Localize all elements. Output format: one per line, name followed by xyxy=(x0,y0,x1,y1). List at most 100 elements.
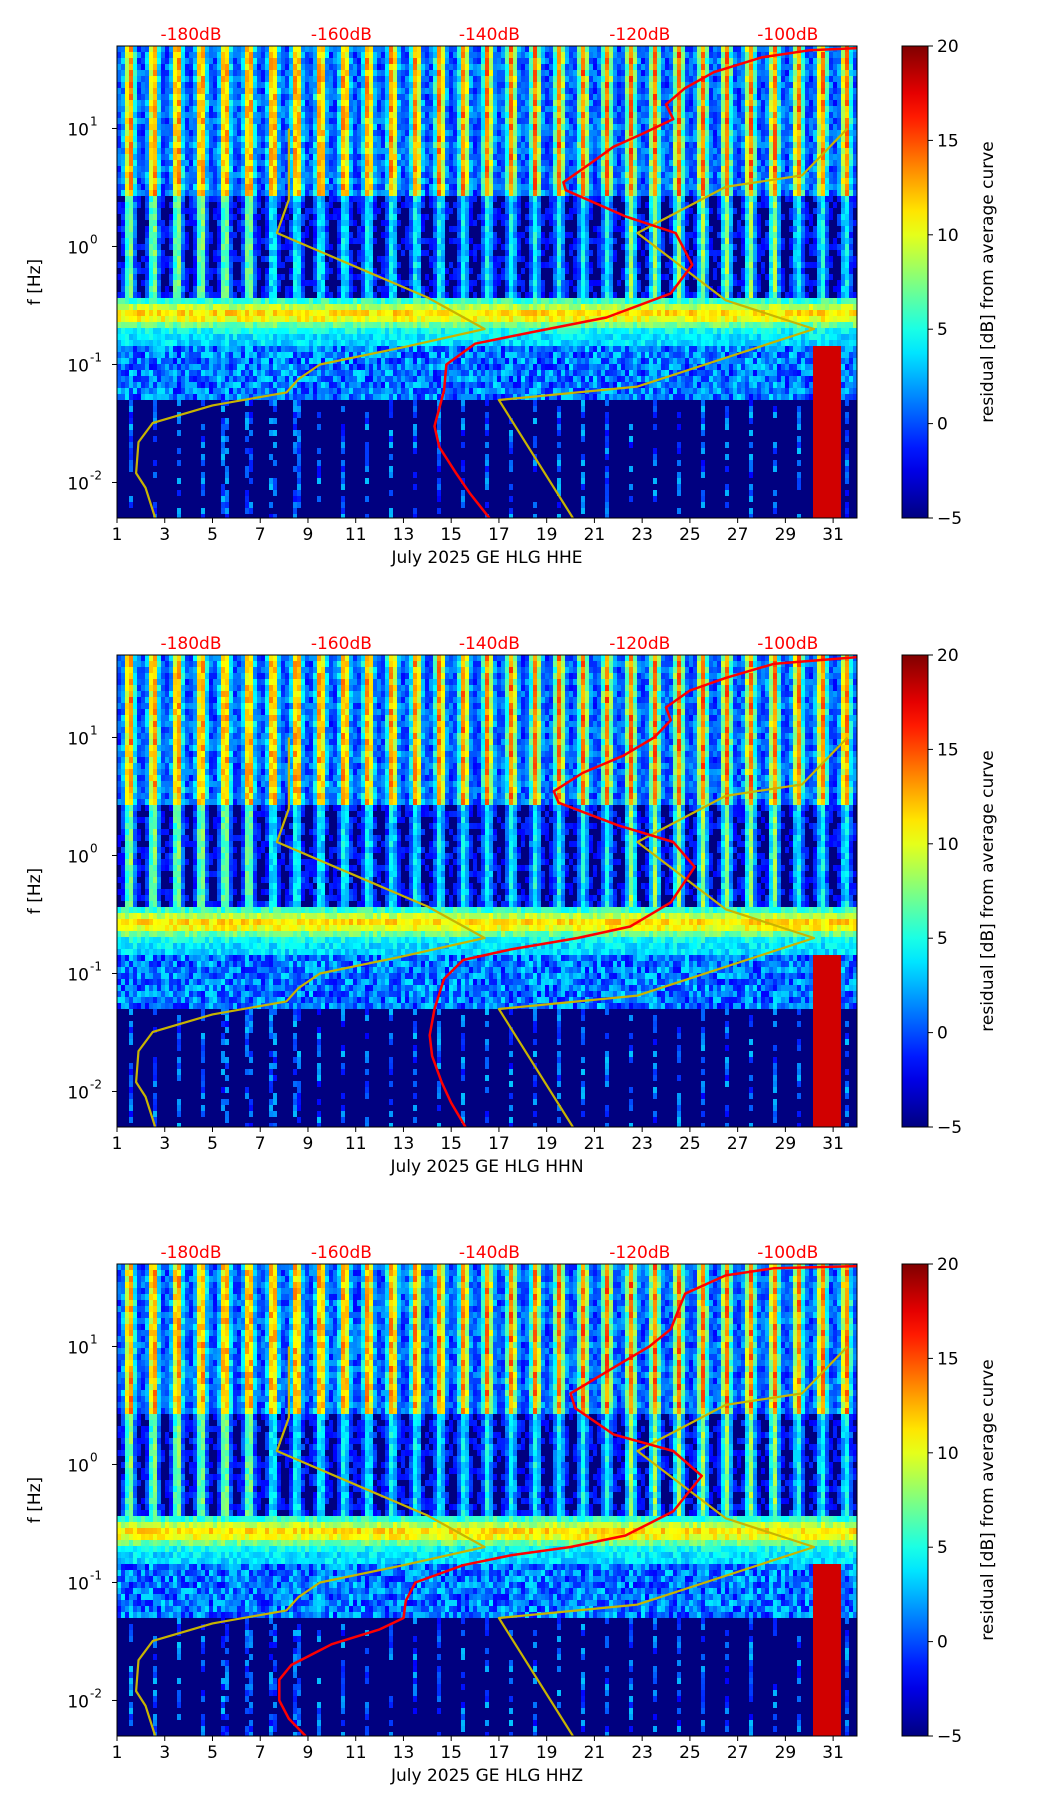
noise-model-line xyxy=(135,737,486,1127)
db-label: -140dB xyxy=(459,1243,520,1263)
colorbar-tick-label: 0 xyxy=(937,1633,948,1653)
x-tick-label: 21 xyxy=(584,525,606,545)
x-tick-label: 15 xyxy=(440,1134,462,1154)
colorbar-gradient xyxy=(901,654,929,1128)
x-tick-label: 19 xyxy=(536,1134,558,1154)
spectrogram-area xyxy=(117,46,857,518)
y-tick-exponent: 1 xyxy=(90,723,98,737)
colorbar-tick-label: 0 xyxy=(937,1024,948,1044)
x-tick-label: 9 xyxy=(303,525,314,545)
colorbar-tick-label: 15 xyxy=(937,1349,959,1369)
y-axis-label: f [Hz] xyxy=(25,868,45,914)
y-tick-exponent: 0 xyxy=(90,232,98,246)
y-tick-label: 10 xyxy=(67,1692,89,1712)
y-tick-exponent: -1 xyxy=(90,1568,102,1582)
y-tick-label: 10 xyxy=(67,847,89,867)
heatmap-texture xyxy=(117,46,857,518)
x-tick-label: 23 xyxy=(631,525,653,545)
colorbar-tick-label: 10 xyxy=(937,1444,959,1464)
y-tick-label: 10 xyxy=(67,356,89,376)
db-label: -120dB xyxy=(609,25,670,45)
x-tick-label: 3 xyxy=(159,525,170,545)
colorbar-label: residual [dB] from average curve xyxy=(978,141,998,422)
x-tick-label: 21 xyxy=(584,1134,606,1154)
x-tick-label: 1 xyxy=(112,1743,123,1763)
db-label: -120dB xyxy=(609,634,670,654)
x-tick-label: 27 xyxy=(727,1134,749,1154)
noise-model-line xyxy=(135,1346,486,1736)
x-tick-label: 29 xyxy=(775,1743,797,1763)
y-axis-label: f [Hz] xyxy=(25,259,45,305)
x-tick-label: 7 xyxy=(255,1743,266,1763)
colorbar-tick-label: 5 xyxy=(937,320,948,340)
y-tick-label: 10 xyxy=(67,1338,89,1358)
colorbar: −5 0 5 10 15 20 residual [dB] from average cur… xyxy=(901,1255,998,1747)
noise-model-line xyxy=(497,736,849,1127)
spectrogram-area xyxy=(117,655,857,1127)
x-tick-label: 15 xyxy=(440,525,462,545)
colorbar-tick-label: 15 xyxy=(937,131,959,151)
colorbar-tick-label: 20 xyxy=(937,1255,959,1275)
db-label: -160dB xyxy=(311,634,372,654)
colorbar-tick-label: −5 xyxy=(937,1118,962,1138)
db-label: -120dB xyxy=(609,1243,670,1263)
plot-frame xyxy=(116,45,858,519)
colorbar-tick-label: 10 xyxy=(937,226,959,246)
x-tick-label: 25 xyxy=(679,1743,701,1763)
y-tick-exponent: 1 xyxy=(90,1332,98,1346)
colorbar-label: residual [dB] from average curve xyxy=(978,750,998,1031)
plot-frame xyxy=(116,654,858,1128)
colorbar-tick-label: 5 xyxy=(937,1538,948,1558)
colorbar-label: residual [dB] from average curve xyxy=(978,1359,998,1640)
noise-model-line xyxy=(497,1345,849,1736)
x-tick-label: 9 xyxy=(303,1134,314,1154)
x-tick-label: 21 xyxy=(584,1743,606,1763)
x-tick-label: 3 xyxy=(159,1743,170,1763)
x-tick-label: 29 xyxy=(775,525,797,545)
noise-model-line xyxy=(135,128,486,518)
x-tick-label: 17 xyxy=(488,525,510,545)
x-tick-label: 7 xyxy=(255,1134,266,1154)
y-tick-exponent: -2 xyxy=(90,468,102,482)
colorbar: −5 0 5 10 15 20 residual [dB] from average cur… xyxy=(901,37,998,529)
db-label: -140dB xyxy=(459,25,520,45)
x-tick-label: 5 xyxy=(207,1134,218,1154)
average-curve-line xyxy=(278,1264,857,1736)
y-tick-exponent: -1 xyxy=(90,350,102,364)
y-axis-label: f [Hz] xyxy=(25,1477,45,1523)
db-label: -100dB xyxy=(757,25,818,45)
heatmap-texture xyxy=(117,1264,857,1736)
y-tick-exponent: 0 xyxy=(90,1450,98,1464)
heatmap-texture xyxy=(117,655,857,1127)
x-tick-label: 19 xyxy=(536,525,558,545)
x-tick-label: 5 xyxy=(207,525,218,545)
x-tick-label: 5 xyxy=(207,1743,218,1763)
y-tick-label: 10 xyxy=(67,120,89,140)
db-label: -180dB xyxy=(160,634,221,654)
colorbar-tick-label: 5 xyxy=(937,929,948,949)
colorbar-gradient xyxy=(901,1263,929,1737)
x-tick-label: 27 xyxy=(727,1743,749,1763)
x-axis-label: July 2025 GE HLG HHZ xyxy=(390,1766,583,1786)
x-tick-label: 29 xyxy=(775,1134,797,1154)
db-label: -180dB xyxy=(160,1243,221,1263)
x-tick-label: 31 xyxy=(822,1134,844,1154)
db-label: -160dB xyxy=(311,1243,372,1263)
spectrogram-area xyxy=(117,1264,857,1736)
y-tick-exponent: -2 xyxy=(90,1077,102,1091)
x-tick-label: 27 xyxy=(727,525,749,545)
colorbar-gradient xyxy=(901,45,929,519)
x-tick-label: 7 xyxy=(255,525,266,545)
y-tick-label: 10 xyxy=(67,729,89,749)
x-tick-label: 1 xyxy=(112,1134,123,1154)
x-tick-label: 13 xyxy=(393,525,415,545)
y-tick-exponent: -2 xyxy=(90,1686,102,1700)
x-tick-label: 19 xyxy=(536,1743,558,1763)
average-curve-line xyxy=(433,46,857,518)
x-tick-label: 9 xyxy=(303,1743,314,1763)
colorbar-tick-label: 20 xyxy=(937,37,959,57)
db-label: -160dB xyxy=(311,25,372,45)
x-axis-label: July 2025 GE HLG HHN xyxy=(389,1157,583,1177)
